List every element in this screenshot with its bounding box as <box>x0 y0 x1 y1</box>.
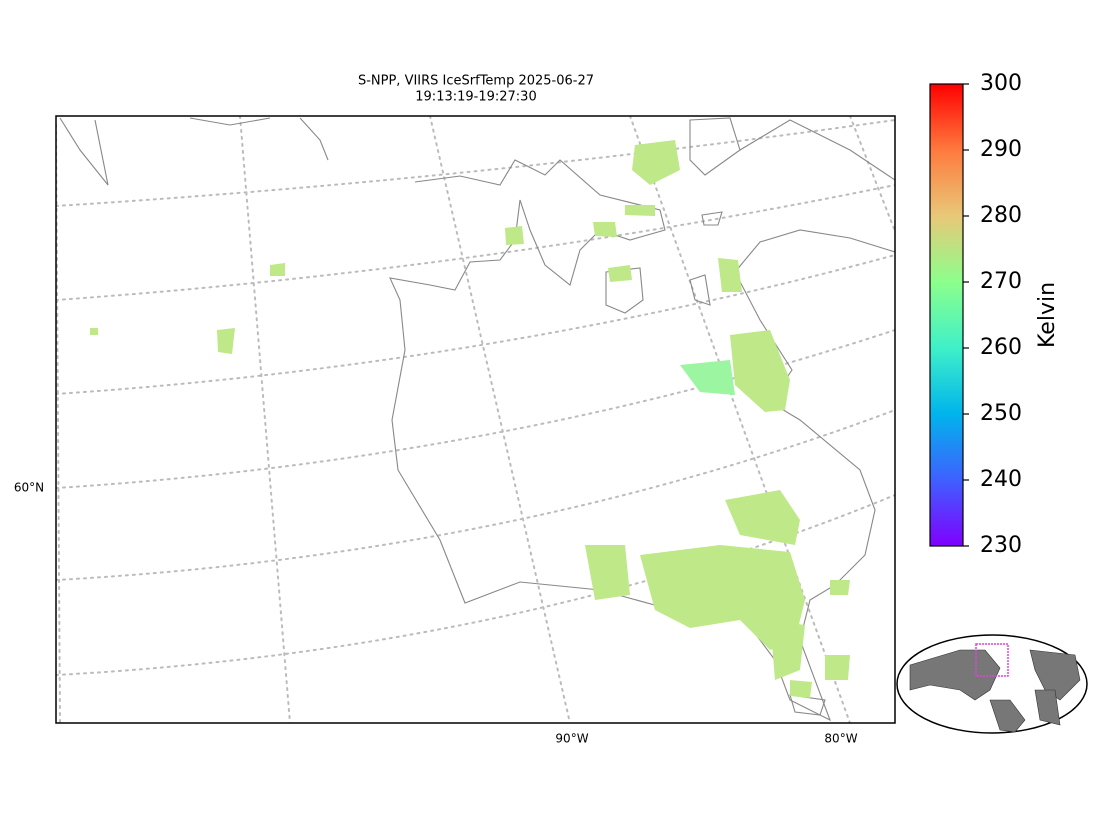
colorbar-tick-label: 280 <box>980 203 1022 228</box>
title-line: S-NPP, VIIRS IceSrfTemp 2025-06-27 <box>358 74 594 89</box>
title-line: 19:13:19-19:27:30 <box>415 90 536 105</box>
map-frame <box>55 115 896 724</box>
lon-label: 90°W <box>555 732 588 746</box>
colorbar-tick-label: 290 <box>980 137 1022 162</box>
colorbar-tick-label: 230 <box>980 533 1022 558</box>
colorbar-label: Kelvin <box>1035 282 1060 348</box>
colorbar-tick-label: 300 <box>980 71 1022 96</box>
lat-label: 60°N <box>14 481 44 495</box>
colorbar-tick-label: 240 <box>980 467 1022 492</box>
lon-label: 80°W <box>824 732 857 746</box>
colorbar-tick-label: 250 <box>980 401 1022 426</box>
colorbar <box>929 83 964 547</box>
map-area <box>56 116 895 723</box>
colorbar-tick-label: 270 <box>980 269 1022 294</box>
colorbar-tick-label: 260 <box>980 335 1022 360</box>
inset-globe <box>896 634 1088 734</box>
